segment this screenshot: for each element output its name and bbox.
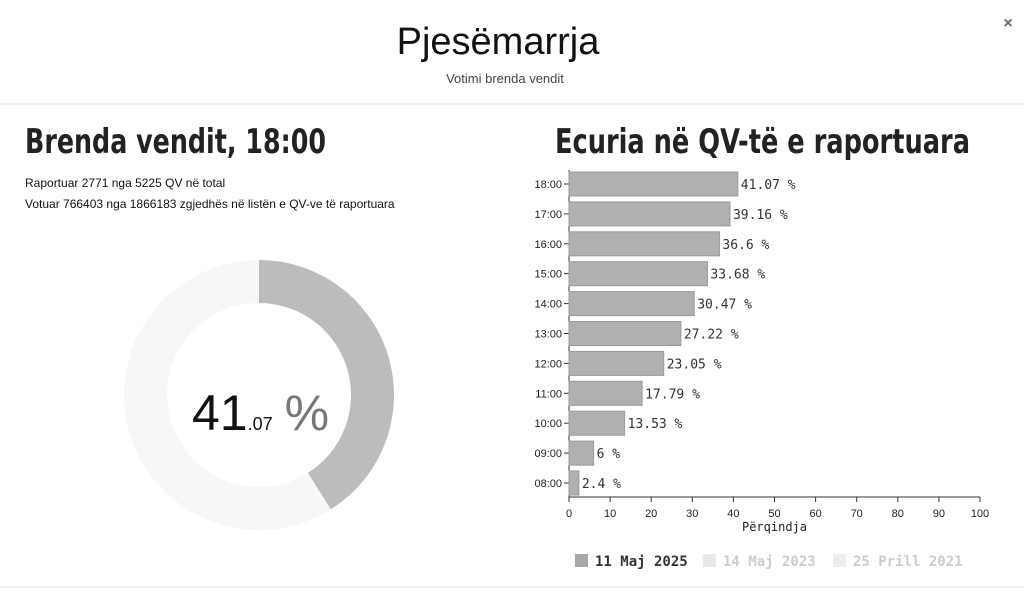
y-tick-label: 10:00 (534, 418, 562, 430)
x-tick-label: 10 (604, 508, 616, 520)
bar (568, 261, 708, 287)
y-tick-label: 14:00 (534, 299, 562, 311)
bar (568, 201, 731, 227)
modal-title: Pjesëmarrja (397, 21, 601, 63)
x-tick-label: 90 (933, 508, 945, 520)
bar (568, 380, 643, 406)
x-tick-label: 100 (971, 508, 989, 520)
legend-swatch (703, 554, 716, 567)
data-label: 13.53 % (628, 417, 683, 432)
x-tick-label: 80 (892, 508, 904, 520)
bar (568, 231, 720, 257)
legend-label: 11 Maj 2025 (595, 554, 688, 570)
y-tick-label: 09:00 (534, 448, 562, 460)
y-tick-label: 17:00 (534, 209, 562, 221)
bar (568, 171, 739, 197)
info-line: Raportuar 2771 nga 5225 QV në total (25, 176, 225, 190)
x-tick-label: 60 (809, 508, 821, 520)
bar (568, 440, 595, 466)
center-unit: % (285, 385, 329, 441)
data-label: 2.4 % (582, 477, 621, 492)
x-tick-label: 30 (686, 508, 698, 520)
close-button[interactable]: × (1003, 15, 1012, 32)
x-axis-label: Përqindja (742, 520, 807, 534)
left-heading: Brenda vendit, 18:00 (25, 122, 326, 162)
data-label: 6 % (597, 447, 621, 462)
y-tick-label: 08:00 (534, 478, 562, 490)
bar (568, 291, 695, 317)
bar (568, 470, 580, 496)
legend-label: 14 Maj 2023 (723, 554, 816, 570)
data-label: 30.47 % (697, 298, 752, 313)
donut-center: 41.07% (192, 385, 329, 441)
center-integer: 41 (192, 385, 248, 441)
y-tick-label: 18:00 (534, 179, 562, 191)
legend-swatch (575, 554, 588, 567)
y-tick-label: 12:00 (534, 358, 562, 370)
legend-swatch (833, 554, 846, 567)
right-heading: Ecuria në QV-të e raportuara (555, 122, 970, 162)
data-label: 33.68 % (710, 268, 765, 283)
x-tick-label: 70 (851, 508, 863, 520)
x-tick-label: 20 (645, 508, 657, 520)
modal-subtitle: Votimi brenda vendit (446, 71, 564, 86)
x-tick-label: 0 (566, 508, 572, 520)
data-label: 39.16 % (733, 208, 788, 223)
data-label: 17.79 % (645, 387, 700, 402)
y-tick-label: 11:00 (535, 388, 562, 400)
info-line: Votuar 766403 nga 1866183 zgjedhës në li… (25, 197, 395, 211)
y-tick-label: 13:00 (534, 329, 562, 341)
y-tick-label: 15:00 (534, 269, 562, 281)
y-tick-label: 16:00 (534, 239, 562, 251)
x-tick-label: 40 (727, 508, 739, 520)
donut-segment (259, 260, 395, 510)
center-decimal: .07 (248, 414, 273, 434)
data-label: 41.07 % (741, 178, 796, 193)
bar (568, 410, 626, 436)
bar (568, 321, 682, 346)
data-label: 36.6 % (722, 238, 769, 253)
data-label: 27.22 % (684, 328, 739, 343)
x-tick-label: 50 (768, 508, 780, 520)
data-label: 23.05 % (667, 357, 722, 372)
bar (568, 350, 665, 376)
legend-label: 25 Prill 2021 (853, 554, 963, 570)
